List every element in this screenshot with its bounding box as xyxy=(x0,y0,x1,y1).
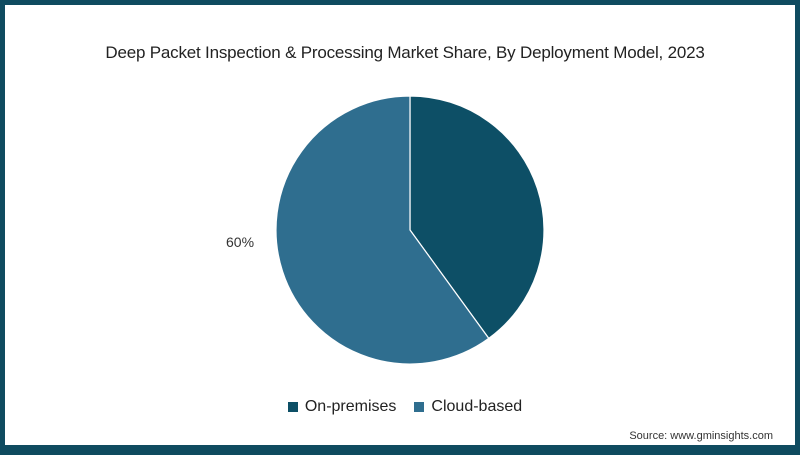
pie-slice-on-premises[interactable] xyxy=(409,95,545,340)
legend-label: On-premises xyxy=(304,398,397,415)
legend: On-premises Cloud-based xyxy=(5,398,800,416)
chart-title: Deep Packet Inspection & Processing Mark… xyxy=(105,43,705,62)
cloud-based-swatch-icon xyxy=(414,402,425,412)
legend-label: Cloud-based xyxy=(431,398,523,415)
source-note: Source: www.gminsights.com xyxy=(629,430,773,442)
legend-item-cloud-based[interactable]: Cloud-based xyxy=(414,398,522,416)
on-premises-swatch-icon xyxy=(287,402,298,412)
pie-slice-cloud-based[interactable] xyxy=(275,95,490,365)
cloud-based-percent-label: 60% xyxy=(226,234,255,250)
legend-item-on-premises[interactable]: On-premises xyxy=(287,398,397,416)
pie-chart xyxy=(275,95,545,365)
